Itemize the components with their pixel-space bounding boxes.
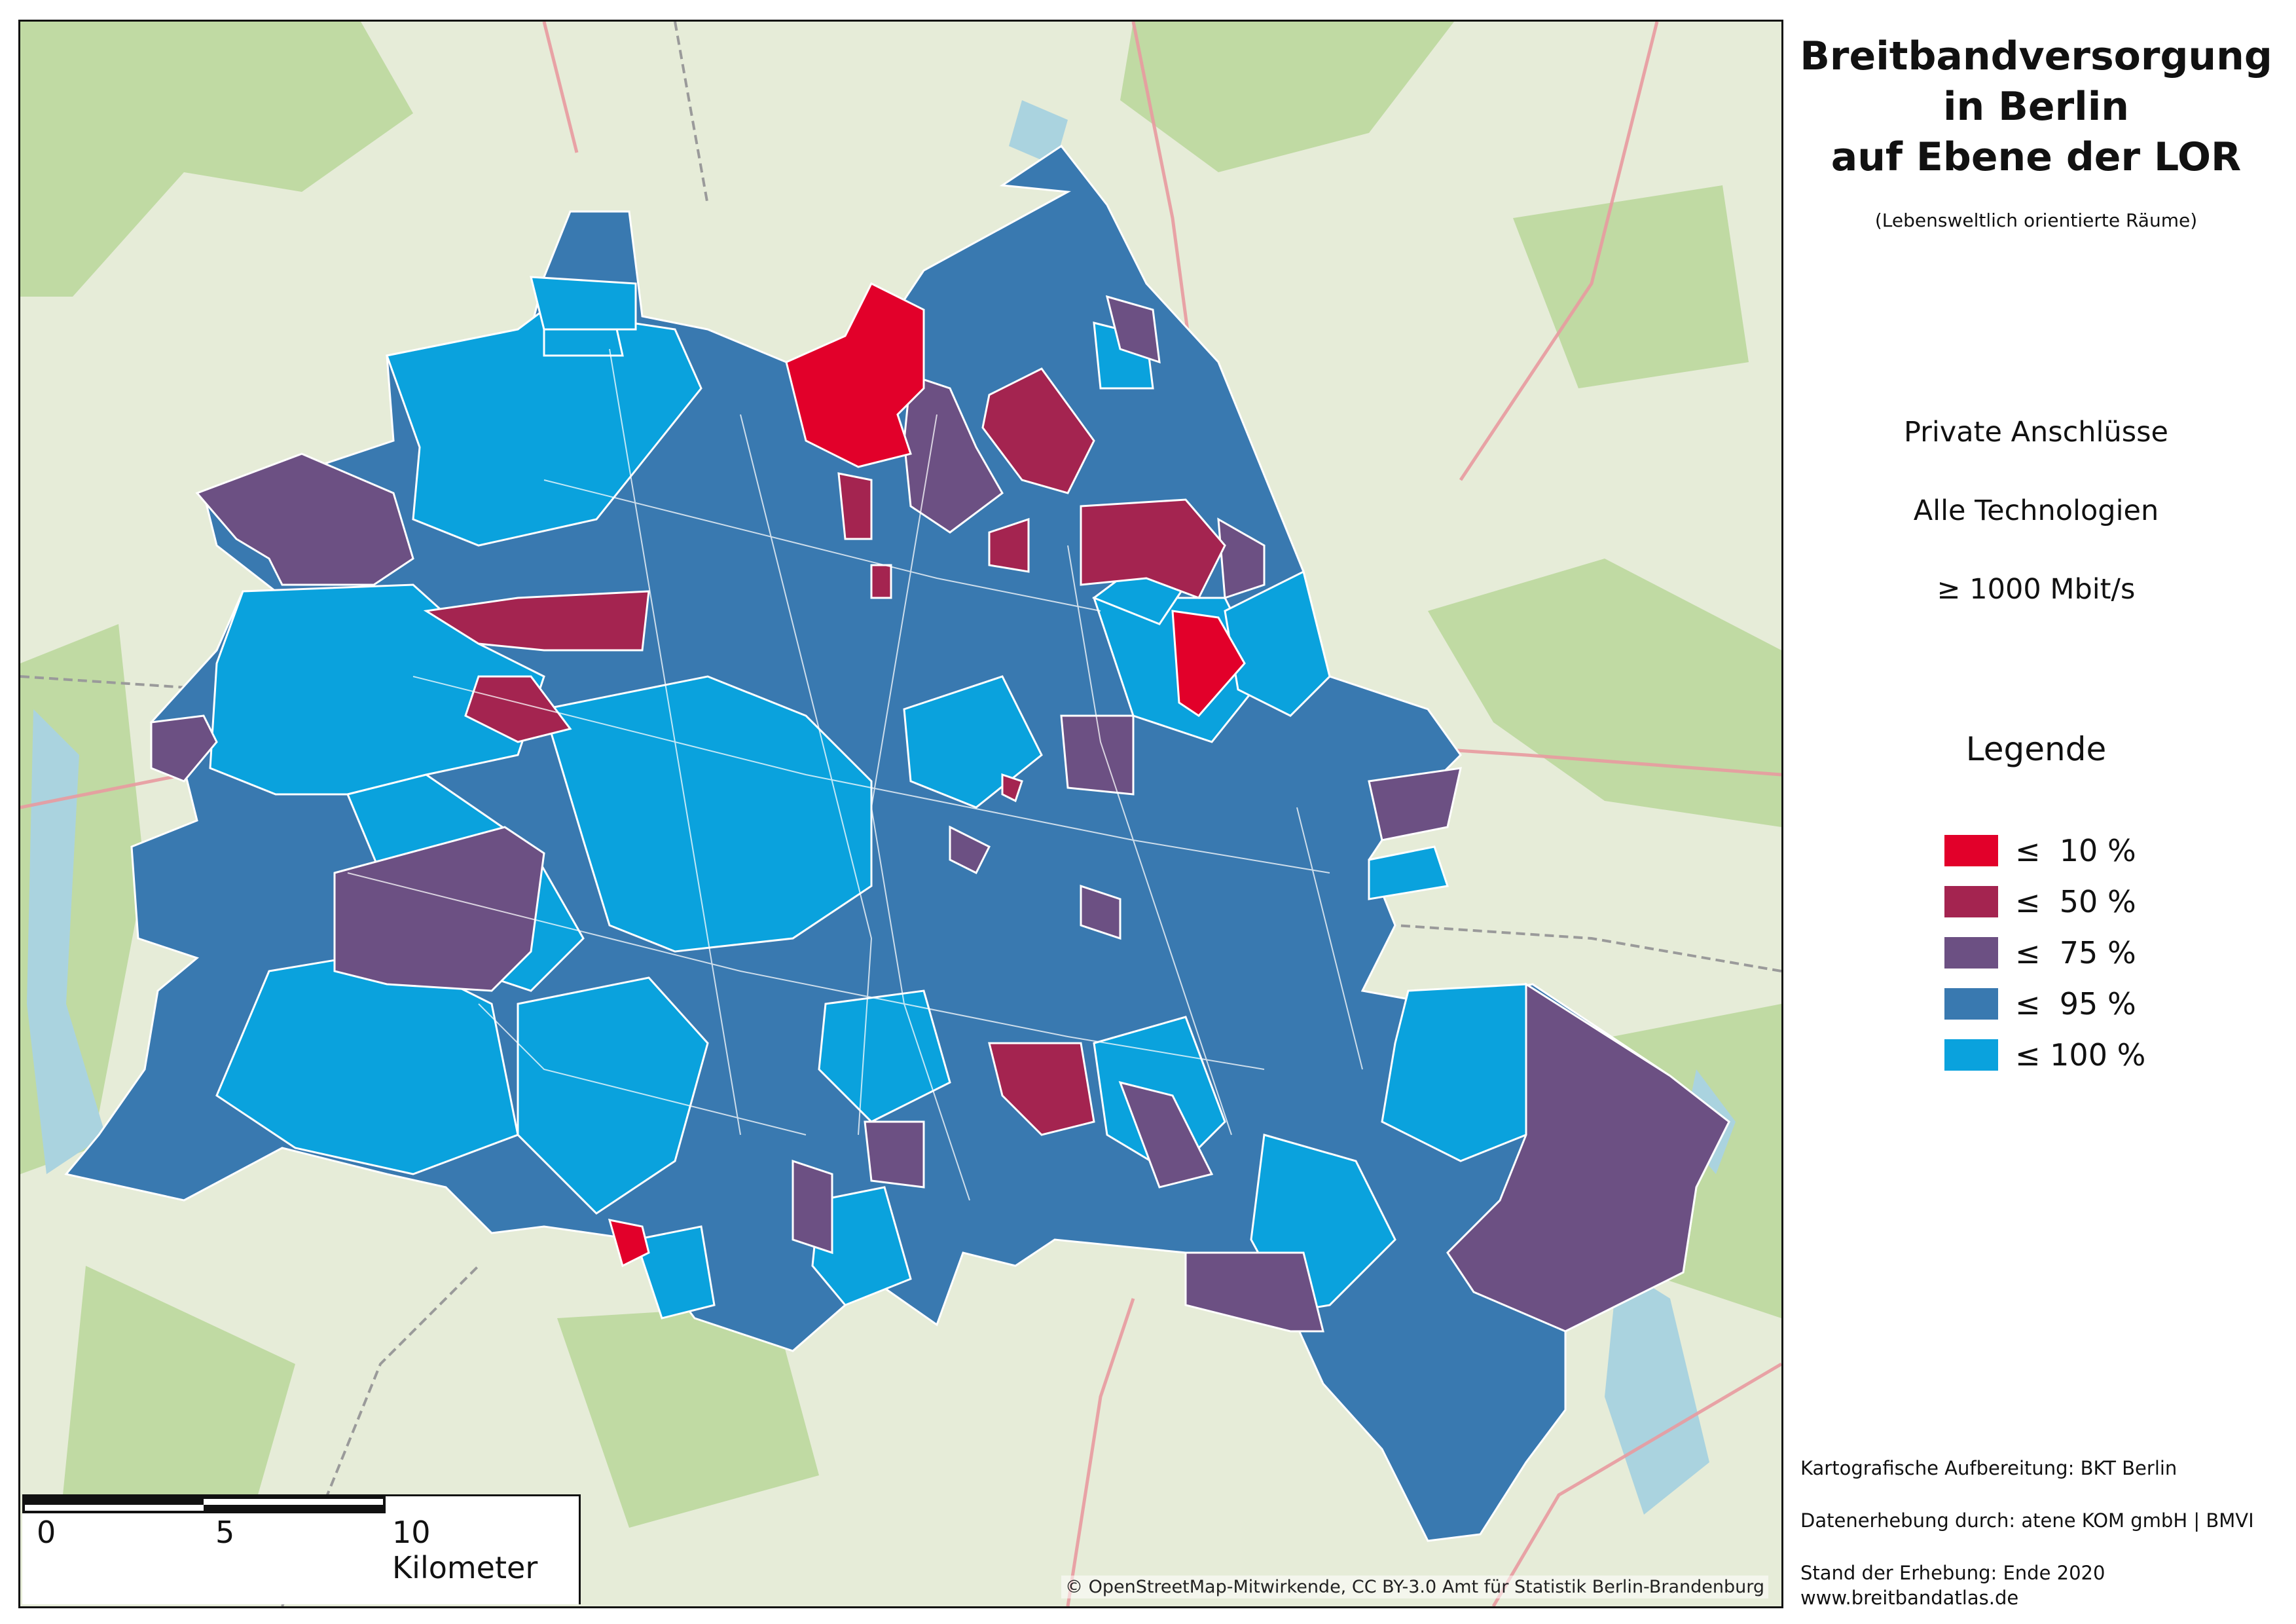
map-frame[interactable]: © OpenStreetMap-Mitwirkende, CC BY-3.0 A… bbox=[18, 20, 1783, 1608]
legend-label-100: ≤ 100 % bbox=[2015, 1037, 2146, 1073]
legend-swatch-95 bbox=[1944, 988, 1998, 1020]
legend-swatch-100 bbox=[1944, 1039, 1998, 1071]
lor-class-10 bbox=[608, 282, 1246, 1268]
scale-label-10: 10 Kilometer bbox=[392, 1515, 538, 1585]
credit-cartography: Kartografische Aufbereitung: BKT Berlin bbox=[1800, 1457, 2178, 1479]
map-title-line-2: in Berlin bbox=[1942, 84, 2130, 130]
legend-item-50: ≤ 50 % bbox=[1944, 876, 2145, 927]
legend-swatch-50 bbox=[1944, 886, 1998, 917]
legend-label-10: ≤ 10 % bbox=[2015, 833, 2136, 868]
legend-label-75: ≤ 75 % bbox=[2015, 935, 2136, 970]
map-title-line-1: Breitbandversorgung bbox=[1800, 33, 2272, 79]
legend-label-50: ≤ 50 % bbox=[2015, 884, 2136, 919]
legend-swatch-75 bbox=[1944, 937, 1998, 969]
legend-label-95: ≤ 95 % bbox=[2015, 986, 2136, 1022]
bandwidth: ≥ 1000 Mbit/s bbox=[1937, 573, 2136, 606]
lor-class-50 bbox=[423, 367, 1226, 1136]
legend-item-100: ≤ 100 % bbox=[1944, 1029, 2145, 1080]
map-title: Breitbandversorgung in Berlin auf Ebene … bbox=[1787, 31, 2285, 183]
info-panel: Breitbandversorgung in Berlin auf Ebene … bbox=[1787, 20, 2285, 1609]
scale-label-5: 5 bbox=[215, 1515, 235, 1550]
credit-data: Datenerhebung durch: atene KOM gmbH | BM… bbox=[1800, 1509, 2254, 1532]
map-canvas bbox=[20, 22, 1781, 1606]
legend-heading: Legende bbox=[1965, 730, 2107, 768]
map-subtitle: (Lebensweltlich orientierte Räume) bbox=[1874, 210, 2198, 231]
credit-website[interactable]: www.breitbandatlas.de bbox=[1800, 1587, 2019, 1609]
legend-item-95: ≤ 95 % bbox=[1944, 978, 2145, 1029]
map-title-line-3: auf Ebene der LOR bbox=[1831, 134, 2242, 180]
legend: ≤ 10 % ≤ 50 % ≤ 75 % ≤ 95 % ≤ 100 % bbox=[1944, 825, 2145, 1080]
legend-item-10: ≤ 10 % bbox=[1944, 825, 2145, 876]
legend-swatch-10 bbox=[1944, 835, 1998, 866]
credit-status: Stand der Erhebung: Ende 2020 bbox=[1800, 1562, 2105, 1584]
connection-type: Private Anschlüsse bbox=[1903, 416, 2168, 449]
scale-bar: 0 5 10 Kilometer bbox=[22, 1494, 581, 1604]
technology: Alle Technologien bbox=[1913, 494, 2159, 527]
scale-label-0: 0 bbox=[37, 1515, 56, 1550]
map-attribution: © OpenStreetMap-Mitwirkende, CC BY-3.0 A… bbox=[1061, 1576, 1768, 1598]
legend-item-75: ≤ 75 % bbox=[1944, 927, 2145, 978]
lor-boundaries bbox=[347, 348, 1363, 1201]
scale-bar-graphic bbox=[22, 1496, 386, 1513]
lor-class-75 bbox=[150, 295, 1730, 1333]
